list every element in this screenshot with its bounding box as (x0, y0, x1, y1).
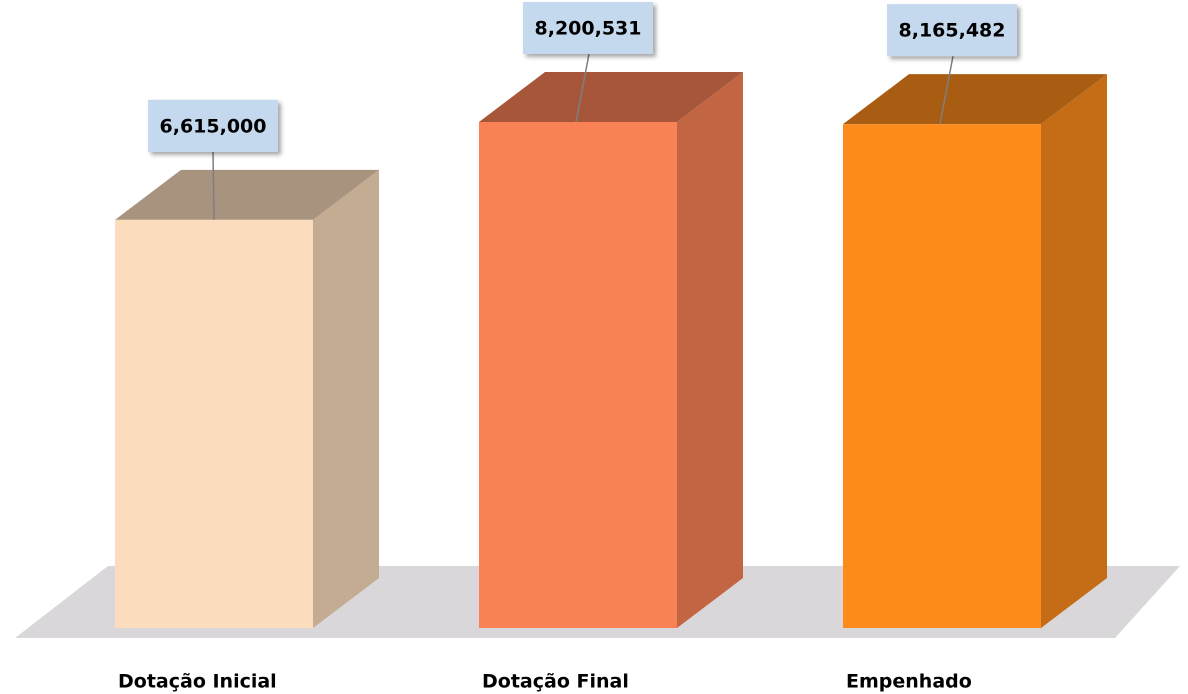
leader-line (575, 53, 590, 123)
leader-line (939, 56, 954, 125)
value-label-box (148, 99, 278, 152)
bar-top (115, 169, 379, 220)
bar (843, 124, 1041, 628)
value-label-box (887, 4, 1017, 57)
x-tick-label: Empenhado (846, 671, 972, 693)
bar (115, 219, 313, 629)
bar-side (1041, 74, 1107, 628)
bar-top (843, 74, 1107, 125)
bar-top (479, 72, 743, 122)
leader-line (212, 151, 215, 220)
value-label: 8,165,482 (899, 20, 1006, 42)
bar-side (313, 169, 379, 629)
bar-side (677, 72, 743, 628)
bar (479, 122, 677, 628)
value-label-box (523, 2, 653, 54)
value-label: 8,200,531 (535, 18, 642, 40)
x-tick-label: Dotação Inicial (118, 671, 277, 693)
x-tick-label: Dotação Final (482, 671, 629, 693)
value-label: 6,615,000 (160, 115, 267, 137)
